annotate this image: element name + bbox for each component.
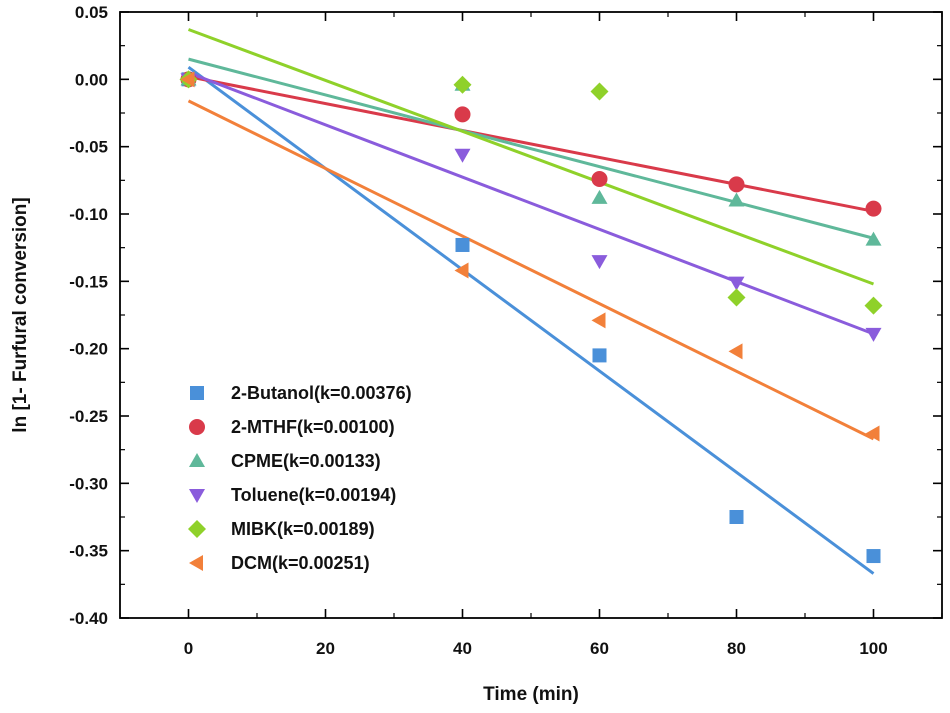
ticks: 0 20 40 60 80 100 0.05 0.00 -0.05 -0.10 -0.15 -0.20…: [69, 3, 943, 658]
y-tick-label: -0.05: [69, 138, 108, 157]
y-tick-label: -0.25: [69, 407, 108, 426]
legend-label-toluene: Toluene(k=0.00194): [231, 485, 396, 505]
data-point-2-butanol: [455, 237, 470, 252]
x-tick-label: 60: [590, 639, 609, 658]
data-point-dcm: [180, 71, 195, 88]
legend-marker-mibk: [188, 520, 206, 538]
legend-label-mibk: MIBK(k=0.00189): [231, 519, 375, 539]
y-tick-label: -0.30: [69, 474, 108, 493]
y-tick-label: 0.00: [75, 70, 108, 89]
data-point-mibk: [453, 75, 472, 94]
data-point-2-mthf: [454, 106, 471, 123]
legend-marker-dcm: [189, 555, 203, 571]
legend-label-2-mthf: 2-MTHF(k=0.00100): [231, 417, 395, 437]
data-point-dcm: [728, 343, 743, 360]
data-point-toluene: [865, 327, 882, 342]
fit-line-2-butanol: [187, 66, 875, 575]
x-tick-label: 20: [316, 639, 335, 658]
y-tick-label: -0.15: [69, 272, 108, 291]
legend-label-2-butanol: 2-Butanol(k=0.00376): [231, 383, 412, 403]
data-point-2-butanol: [729, 510, 744, 524]
legend: 2-Butanol(k=0.00376) 2-MTHF(k=0.00100) CPM…: [188, 383, 412, 573]
fit-line-mibk: [187, 28, 875, 286]
y-axis-title: ln [1- Furfural conversion]: [10, 197, 31, 432]
data-point-2-mthf: [591, 170, 608, 187]
data-point-dcm: [591, 312, 606, 329]
x-tick-label: 100: [859, 639, 887, 658]
data-points: [179, 70, 883, 564]
data-point-mibk: [590, 82, 609, 101]
data-point-2-butanol: [592, 348, 607, 363]
y-tick-label: -0.10: [69, 205, 108, 224]
data-point-toluene: [591, 255, 608, 270]
legend-marker-2-butanol: [190, 386, 204, 400]
data-point-dcm: [865, 425, 880, 442]
x-axis-title: Time (min): [483, 684, 579, 705]
x-tick-label: 80: [727, 639, 746, 658]
legend-label-dcm: DCM(k=0.00251): [231, 553, 370, 573]
fit-line-dcm: [187, 99, 875, 441]
data-point-cpme: [865, 231, 882, 246]
data-point-2-mthf: [865, 200, 882, 217]
x-tick-label: 0: [184, 639, 193, 658]
data-point-dcm: [454, 262, 469, 279]
data-point-2-butanol: [866, 549, 881, 564]
data-point-mibk: [864, 296, 883, 315]
data-point-toluene: [728, 276, 745, 291]
data-point-toluene: [454, 148, 471, 163]
y-tick-label: -0.20: [69, 340, 108, 359]
fit-line-2-mthf: [188, 75, 874, 213]
y-tick-label: -0.40: [69, 609, 108, 628]
fit-lines: [187, 28, 875, 575]
data-point-cpme: [591, 189, 608, 204]
y-tick-label: -0.35: [69, 542, 108, 561]
legend-label-cpme: CPME(k=0.00133): [231, 451, 381, 471]
legend-marker-toluene: [189, 489, 205, 503]
data-point-cpme: [728, 192, 745, 207]
data-point-2-mthf: [728, 176, 745, 193]
legend-marker-2-mthf: [189, 419, 205, 435]
y-tick-label: 0.05: [75, 3, 108, 22]
fit-line-cpme: [188, 57, 874, 240]
fit-line-toluene: [187, 71, 875, 336]
legend-marker-cpme: [189, 453, 205, 467]
x-tick-label: 40: [453, 639, 472, 658]
data-point-mibk: [727, 288, 746, 307]
